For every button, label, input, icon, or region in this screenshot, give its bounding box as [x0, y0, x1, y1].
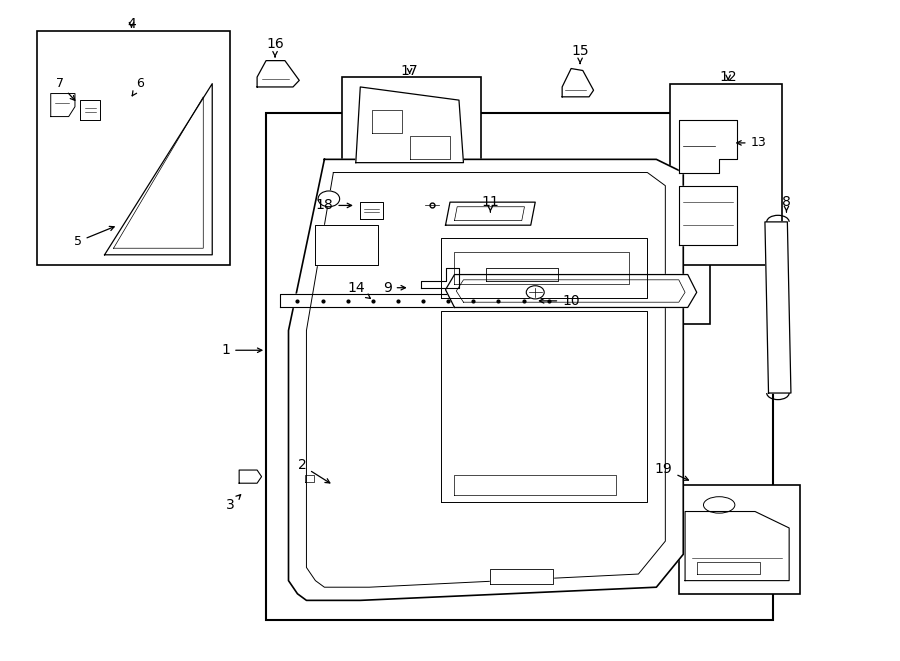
Polygon shape	[50, 94, 75, 116]
Polygon shape	[486, 268, 558, 281]
Text: 15: 15	[572, 44, 589, 63]
Circle shape	[302, 474, 338, 500]
Text: 4: 4	[127, 17, 136, 32]
Polygon shape	[257, 61, 300, 87]
Circle shape	[308, 479, 331, 496]
Polygon shape	[289, 159, 683, 600]
Polygon shape	[446, 274, 697, 307]
Polygon shape	[315, 225, 378, 264]
Text: 5: 5	[74, 226, 114, 248]
Polygon shape	[239, 470, 262, 483]
Text: 9: 9	[382, 281, 405, 295]
Text: 18: 18	[316, 198, 352, 212]
Text: 16: 16	[266, 37, 284, 57]
Polygon shape	[685, 512, 789, 580]
Text: 19: 19	[655, 462, 688, 481]
Text: 10: 10	[539, 294, 580, 308]
Text: 7: 7	[56, 77, 75, 100]
Bar	[670, 84, 782, 264]
Text: 13: 13	[737, 136, 766, 149]
Polygon shape	[356, 87, 464, 163]
Polygon shape	[454, 475, 616, 495]
Polygon shape	[410, 136, 450, 159]
Polygon shape	[679, 186, 737, 245]
Text: 8: 8	[782, 195, 791, 212]
Text: 17: 17	[400, 63, 418, 77]
Polygon shape	[104, 84, 212, 254]
Circle shape	[318, 191, 339, 207]
Bar	[342, 77, 482, 252]
Polygon shape	[446, 202, 536, 225]
Bar	[679, 485, 800, 594]
Polygon shape	[441, 239, 647, 297]
Polygon shape	[372, 110, 402, 133]
Text: 3: 3	[226, 494, 240, 512]
Text: 6: 6	[132, 77, 144, 96]
Polygon shape	[280, 294, 576, 307]
Text: 1: 1	[221, 343, 262, 357]
Polygon shape	[562, 69, 594, 97]
Polygon shape	[765, 222, 791, 393]
Polygon shape	[304, 475, 313, 482]
Polygon shape	[491, 568, 554, 584]
Ellipse shape	[704, 496, 735, 513]
Circle shape	[526, 286, 544, 299]
Polygon shape	[360, 202, 382, 219]
Polygon shape	[441, 311, 647, 502]
Polygon shape	[679, 120, 737, 173]
Polygon shape	[421, 268, 459, 288]
Text: 11: 11	[482, 195, 500, 212]
Text: 14: 14	[347, 281, 371, 298]
Polygon shape	[697, 563, 760, 574]
Polygon shape	[80, 100, 100, 120]
Text: 2: 2	[298, 459, 329, 483]
Bar	[396, 186, 710, 324]
Text: 12: 12	[719, 70, 737, 84]
Bar	[266, 113, 773, 620]
Bar	[37, 31, 230, 264]
